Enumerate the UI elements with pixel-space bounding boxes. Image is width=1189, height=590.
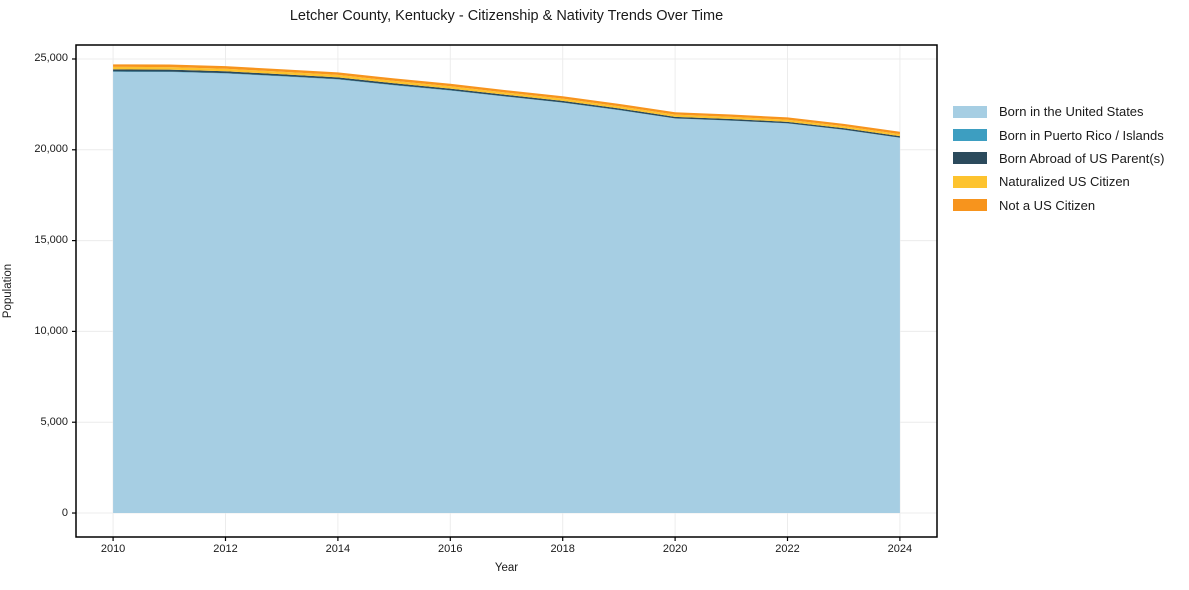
legend-swatch-born-abroad-icon xyxy=(953,152,987,165)
legend-swatch-not-citizen-icon xyxy=(953,199,987,212)
legend-item-not-citizen: Not a US Citizen xyxy=(953,194,1164,217)
x-tick-label: 2012 xyxy=(213,543,238,555)
legend-item-born-us: Born in the United States xyxy=(953,100,1164,123)
y-tick-label: 15,000 xyxy=(34,234,68,247)
legend-label: Born Abroad of US Parent(s) xyxy=(999,150,1165,166)
x-axis-label: Year xyxy=(494,562,519,574)
legend-label: Naturalized US Citizen xyxy=(999,174,1130,190)
legend-label: Born in Puerto Rico / Islands xyxy=(999,127,1164,143)
legend-item-born-pr-islands: Born in Puerto Rico / Islands xyxy=(953,123,1164,146)
x-tick-label: 2018 xyxy=(550,543,575,555)
chart-title: Letcher County, Kentucky - Citizenship &… xyxy=(289,8,724,24)
legend-item-born-abroad: Born Abroad of US Parent(s) xyxy=(953,147,1164,170)
x-tick-label: 2022 xyxy=(775,543,800,555)
y-tick-label: 0 xyxy=(61,506,68,519)
x-tick-label: 2010 xyxy=(100,543,126,555)
legend: Born in the United States Born in Puerto… xyxy=(953,100,1164,217)
legend-swatch-born-us-icon xyxy=(953,105,987,118)
x-tick-label: 2024 xyxy=(887,543,913,555)
legend-item-naturalized: Naturalized US Citizen xyxy=(953,170,1164,193)
y-tick-label: 10,000 xyxy=(34,324,68,337)
y-tick-label: 5,000 xyxy=(40,415,68,428)
x-tick-label: 2020 xyxy=(662,543,688,555)
x-tick-label: 2016 xyxy=(438,543,463,555)
y-tick-label: 20,000 xyxy=(34,143,68,156)
y-axis-label: Population xyxy=(2,263,14,319)
y-tick-label: 25,000 xyxy=(34,52,68,65)
legend-label: Not a US Citizen xyxy=(999,197,1096,213)
legend-swatch-naturalized-icon xyxy=(953,175,987,188)
x-tick-label: 2014 xyxy=(325,543,351,555)
legend-swatch-born-pr-islands-icon xyxy=(953,129,987,142)
legend-label: Born in the United States xyxy=(999,104,1144,120)
